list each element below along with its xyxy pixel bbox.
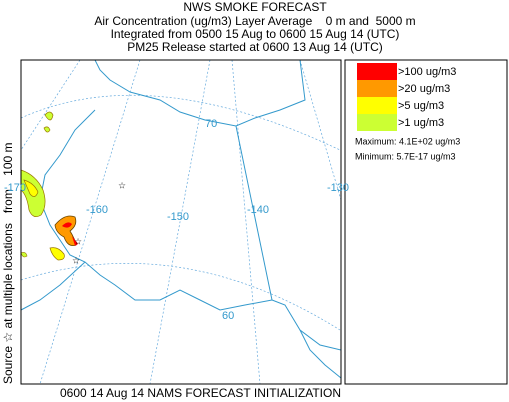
graticule bbox=[21, 95, 341, 151]
smoke-plume bbox=[54, 215, 77, 247]
graticule-label: 70 bbox=[205, 118, 217, 130]
graticule-label: -150 bbox=[167, 211, 189, 223]
legend-swatch bbox=[357, 80, 397, 97]
source-star: ☆ bbox=[72, 255, 80, 265]
graticule bbox=[39, 60, 141, 384]
legend-frame bbox=[344, 59, 508, 385]
map-area: ☆ ☆ ☆ bbox=[21, 60, 341, 384]
legend-label: >20 ug/m3 bbox=[398, 83, 450, 95]
map-frame bbox=[20, 59, 342, 385]
source-star: ☆ bbox=[74, 236, 82, 246]
side-label: Source ☆ at multiple locations from 100 … bbox=[1, 142, 15, 384]
graticule bbox=[299, 60, 341, 201]
legend-swatch bbox=[357, 114, 397, 131]
title: NWS SMOKE FORECAST bbox=[183, 0, 327, 14]
border bbox=[235, 125, 341, 351]
subtitle: Integrated from 0500 15 Aug to 0600 15 A… bbox=[111, 27, 400, 41]
smoke-plume bbox=[21, 252, 28, 258]
graticule-label: -140 bbox=[247, 204, 269, 216]
coastline bbox=[21, 261, 86, 311]
legend-label: >1 ug/m3 bbox=[398, 117, 444, 129]
coastline bbox=[39, 109, 273, 311]
coastline bbox=[94, 60, 306, 127]
smoke-plume bbox=[62, 222, 78, 246]
legend-swatch bbox=[357, 97, 397, 114]
legend-label: >100 ug/m3 bbox=[398, 66, 456, 78]
smoke-plume bbox=[43, 111, 54, 133]
legend-label: >5 ug/m3 bbox=[398, 100, 444, 112]
graticule-label: -130 bbox=[327, 182, 349, 194]
legend-minimum: Minimum: 5.7E-17 ug/m3 bbox=[355, 151, 456, 161]
graticule bbox=[21, 263, 341, 331]
map-panel: ☆ ☆ ☆ bbox=[20, 59, 342, 385]
smoke-plume bbox=[49, 247, 65, 261]
source-star: ☆ bbox=[118, 180, 126, 190]
graticule bbox=[21, 60, 81, 151]
coastline bbox=[299, 329, 341, 379]
graticule-label: -170 bbox=[4, 182, 26, 194]
legend-swatch bbox=[357, 63, 397, 80]
subtitle: PM25 Release started at 0600 13 Aug 14 (… bbox=[127, 40, 382, 54]
graticule bbox=[149, 60, 211, 384]
footer: 0600 14 Aug 14 NAMS FORECAST INITIALIZAT… bbox=[60, 386, 341, 400]
smoke-plume bbox=[23, 179, 39, 197]
legend-maximum: Maximum: 4.1E+02 ug/m3 bbox=[355, 136, 460, 146]
graticule-label: -160 bbox=[86, 204, 108, 216]
subtitle: Air Concentration (ug/m3) Layer Average … bbox=[94, 14, 415, 28]
graticule-label: 60 bbox=[222, 310, 234, 322]
